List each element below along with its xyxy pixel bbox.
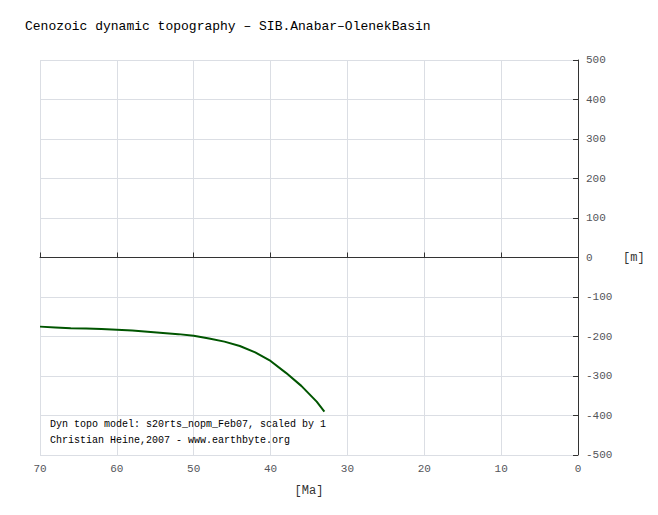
- svg-text:30: 30: [341, 463, 354, 475]
- svg-text:[m]: [m]: [623, 251, 645, 265]
- svg-text:[Ma]: [Ma]: [295, 484, 324, 498]
- svg-text:20: 20: [418, 463, 431, 475]
- svg-text:-200: -200: [586, 331, 612, 343]
- svg-text:Cenozoic dynamic topography –: Cenozoic dynamic topography – SIB.Anabar…: [25, 19, 431, 34]
- svg-text:10: 10: [495, 463, 508, 475]
- svg-text:-300: -300: [586, 370, 612, 382]
- svg-text:400: 400: [586, 94, 606, 106]
- svg-text:100: 100: [586, 212, 606, 224]
- svg-text:70: 70: [33, 463, 46, 475]
- svg-text:Christian Heine,2007 - www.ear: Christian Heine,2007 - www.earthbyte.org: [50, 435, 290, 446]
- svg-text:0: 0: [575, 463, 582, 475]
- svg-text:300: 300: [586, 133, 606, 145]
- svg-text:200: 200: [586, 173, 606, 185]
- svg-text:0: 0: [586, 252, 593, 264]
- svg-text:-100: -100: [586, 291, 612, 303]
- svg-text:60: 60: [110, 463, 123, 475]
- svg-text:500: 500: [586, 54, 606, 66]
- svg-text:-500: -500: [586, 449, 612, 461]
- svg-text:-400: -400: [586, 410, 612, 422]
- svg-text:40: 40: [264, 463, 277, 475]
- svg-text:Dyn topo model: s20rts_nopm_Fe: Dyn topo model: s20rts_nopm_Feb07, scale…: [50, 419, 326, 430]
- svg-text:50: 50: [187, 463, 200, 475]
